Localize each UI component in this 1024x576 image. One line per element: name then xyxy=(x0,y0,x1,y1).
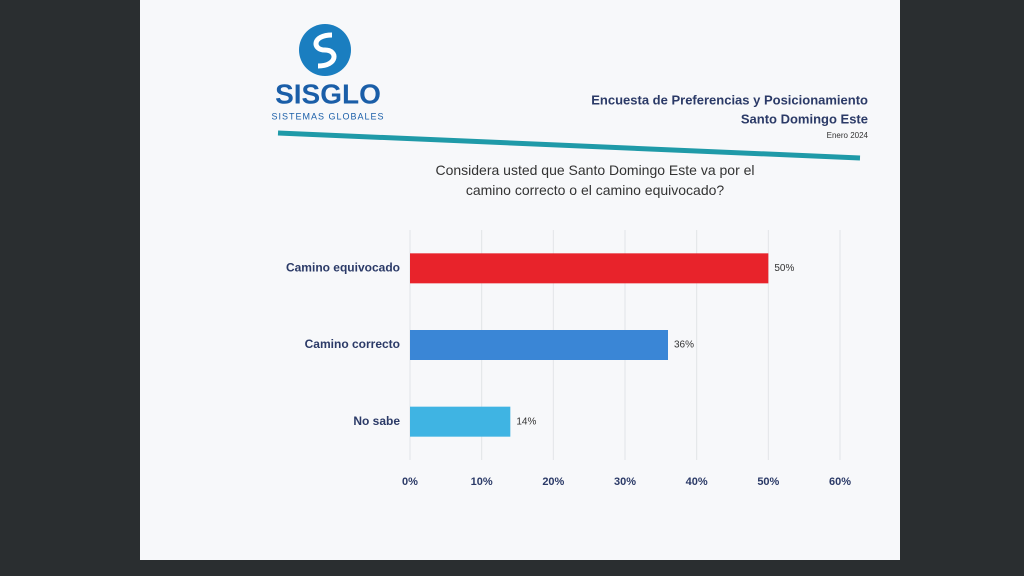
bar xyxy=(410,406,511,437)
logo-s xyxy=(313,32,337,69)
survey-location: Santo Domingo Este xyxy=(741,111,868,126)
header-rule xyxy=(277,130,861,161)
value-label: 50% xyxy=(774,263,794,274)
survey-title: Encuesta de Preferencias y Posicionamien… xyxy=(591,92,868,107)
x-tick-label: 40% xyxy=(686,476,708,488)
x-tick-label: 50% xyxy=(757,476,779,488)
value-label: 36% xyxy=(674,340,694,351)
x-tick-label: 30% xyxy=(614,476,636,488)
y-tick-label: No sabe xyxy=(353,414,400,428)
chart-title: Considera usted que Santo Domingo Este v… xyxy=(435,162,755,198)
x-tick-label: 10% xyxy=(471,476,493,488)
y-tick-label: Camino correcto xyxy=(305,337,400,351)
x-tick-label: 60% xyxy=(829,476,851,488)
value-label: 14% xyxy=(516,416,536,427)
survey-date: Enero 2024 xyxy=(827,131,869,140)
logo-text: SISGLO xyxy=(275,78,381,109)
x-tick-label: 20% xyxy=(542,476,564,488)
x-tick-label: 0% xyxy=(402,476,418,488)
y-tick-label: Camino equivocado xyxy=(286,261,400,275)
logo-subtitle: SISTEMAS GLOBALES xyxy=(271,111,384,121)
bar xyxy=(410,330,668,360)
bar xyxy=(410,253,769,284)
